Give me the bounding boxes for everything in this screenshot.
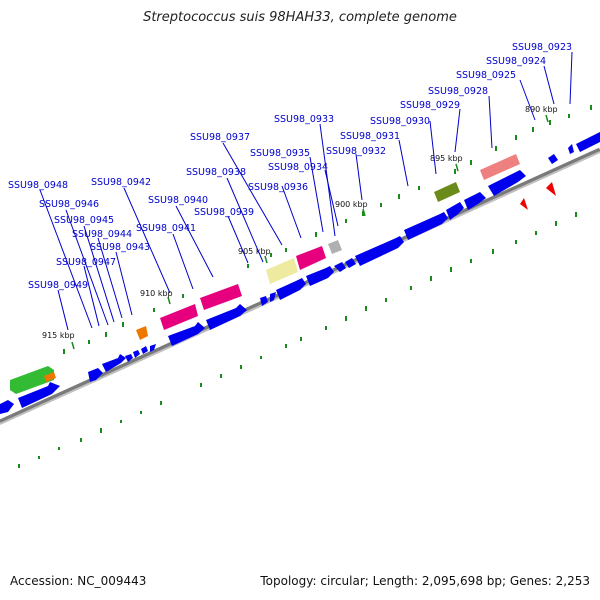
gene-label: SSU98_0940 xyxy=(148,195,208,206)
tick-label: 915 kbp xyxy=(42,331,75,340)
gene-arrow xyxy=(276,278,306,300)
gene-label: SSU98_0948 xyxy=(8,180,68,191)
gene-label: SSU98_0923 xyxy=(512,42,572,53)
gene-label: SSU98_0942 xyxy=(91,177,151,188)
ticks xyxy=(71,114,549,350)
feature-red xyxy=(546,182,556,196)
gene-label: SSU98_0941 xyxy=(136,223,196,234)
gene-arrow xyxy=(404,212,448,240)
gene-arrow xyxy=(576,132,600,152)
gene-arrow xyxy=(0,400,14,414)
gene-arrow xyxy=(102,354,126,372)
gene-box-green xyxy=(10,366,54,394)
gene-arrow xyxy=(568,144,574,154)
gene-label: SSU98_0933 xyxy=(274,114,334,125)
tick-label: 905 kbp xyxy=(238,247,271,256)
gene-label: SSU98_0924 xyxy=(486,56,546,67)
forward-genes xyxy=(0,132,600,414)
gene-label: SSU98_0949 xyxy=(28,280,88,291)
gene-box-orange-small xyxy=(44,372,56,382)
gene-arrow xyxy=(260,296,268,306)
gene-arrow xyxy=(464,192,486,210)
gene-arrow xyxy=(150,344,156,352)
tick-label: 895 kbp xyxy=(430,154,463,163)
gene-box-magenta xyxy=(296,246,326,270)
label-leaders xyxy=(39,51,573,331)
gene-arrow xyxy=(168,322,205,346)
gene-label: SSU98_0939 xyxy=(194,207,254,218)
gene-arrow xyxy=(345,258,356,268)
gene-box-khaki xyxy=(266,258,298,284)
gene-label: SSU98_0934 xyxy=(268,162,328,173)
gene-label: SSU98_0938 xyxy=(186,167,246,178)
gene-arrow xyxy=(206,304,247,330)
feature-red xyxy=(520,198,528,210)
gene-box-grey xyxy=(328,240,342,254)
gene-arrow xyxy=(141,346,148,354)
gene-arrow xyxy=(446,202,464,220)
red-features xyxy=(520,182,556,210)
gene-arrow xyxy=(334,262,346,272)
gene-box-olive xyxy=(434,182,460,202)
gene-arrow xyxy=(488,170,526,196)
gene-label: SSU98_0943 xyxy=(90,242,150,253)
gene-arrow xyxy=(270,292,276,302)
gene-arrow xyxy=(18,382,60,408)
gene-label: SSU98_0929 xyxy=(400,100,460,111)
gene-box-salmon xyxy=(480,154,520,180)
gene-label: SSU98_0932 xyxy=(326,146,386,157)
tick-label: 890 kbp xyxy=(525,105,558,114)
tick-label: 900 kbp xyxy=(335,200,368,209)
accession-text: Accession: NC_009443 xyxy=(10,574,147,588)
tick-label: 910 kbp xyxy=(140,289,173,298)
gene-arrow xyxy=(548,154,558,164)
gc-track-outer xyxy=(63,105,592,354)
gene-label: SSU98_0944 xyxy=(72,229,132,240)
gene-label: SSU98_0930 xyxy=(370,116,430,127)
gene-label: SSU98_0925 xyxy=(456,70,516,81)
gene-label: SSU98_0928 xyxy=(428,86,488,97)
gene-arrow xyxy=(355,236,404,266)
category-genes xyxy=(10,154,520,394)
gene-label: SSU98_0935 xyxy=(250,148,310,159)
map-title: Streptococcus suis 98HAH33, complete gen… xyxy=(143,10,457,25)
gene-labels: SSU98_0923 SSU98_0924 SSU98_0925 SSU98_0… xyxy=(8,42,572,291)
gene-label: SSU98_0947 xyxy=(56,257,116,268)
gene-box-magenta xyxy=(200,284,242,310)
gene-label: SSU98_0937 xyxy=(190,132,250,143)
gene-arrow xyxy=(125,354,133,362)
gene-arrow xyxy=(88,368,103,382)
gene-label: SSU98_0946 xyxy=(39,199,99,210)
gene-label: SSU98_0945 xyxy=(54,215,114,226)
gene-arrow xyxy=(133,350,140,358)
gene-label: SSU98_0936 xyxy=(248,182,308,193)
genome-summary-text: Topology: circular; Length: 2,095,698 bp… xyxy=(260,574,590,588)
gc-track-inner xyxy=(18,212,577,468)
gene-box-orange xyxy=(136,326,148,340)
gene-arrow xyxy=(306,266,334,286)
gene-box-magenta xyxy=(160,304,198,330)
gene-label: SSU98_0931 xyxy=(340,131,400,142)
